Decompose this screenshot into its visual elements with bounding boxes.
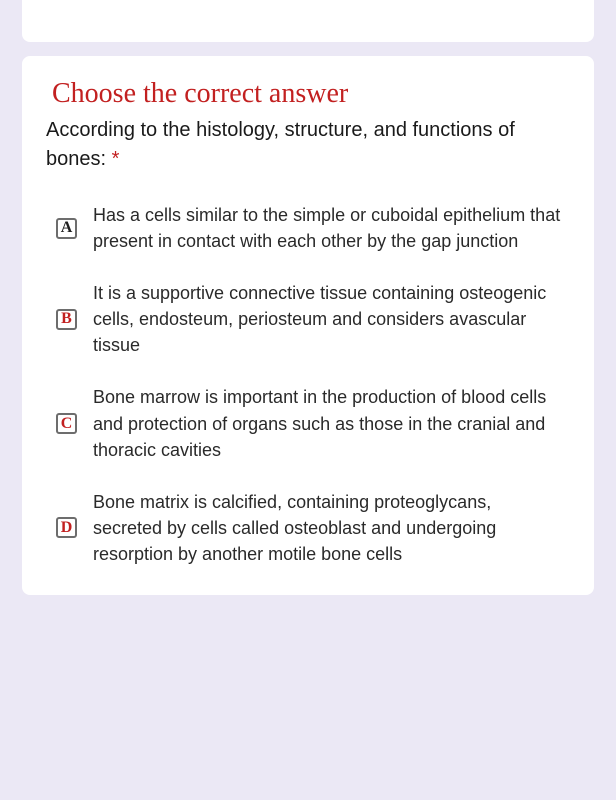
option-b[interactable]: B It is a supportive connective tissue c… bbox=[56, 280, 564, 358]
option-b-text: It is a supportive connective tissue con… bbox=[93, 280, 564, 358]
option-a-marker: A bbox=[56, 218, 77, 239]
question-heading: Choose the correct answer bbox=[52, 78, 570, 110]
option-d[interactable]: D Bone matrix is calcified, containing p… bbox=[56, 489, 564, 567]
option-d-text: Bone matrix is calcified, containing pro… bbox=[93, 489, 564, 567]
option-a-text: Has a cells similar to the simple or cub… bbox=[93, 202, 564, 254]
question-card: Choose the correct answer According to t… bbox=[22, 56, 594, 595]
option-c-marker: C bbox=[56, 413, 77, 434]
required-asterisk: * bbox=[112, 148, 120, 170]
option-d-marker: D bbox=[56, 517, 77, 538]
option-c-text: Bone marrow is important in the producti… bbox=[93, 384, 564, 462]
options-group: A Has a cells similar to the simple or c… bbox=[46, 202, 570, 567]
previous-card-edge bbox=[22, 0, 594, 42]
option-b-marker: B bbox=[56, 309, 77, 330]
option-a[interactable]: A Has a cells similar to the simple or c… bbox=[56, 202, 564, 254]
option-c[interactable]: C Bone marrow is important in the produc… bbox=[56, 384, 564, 462]
question-subheading: According to the histology, structure, a… bbox=[46, 116, 570, 174]
